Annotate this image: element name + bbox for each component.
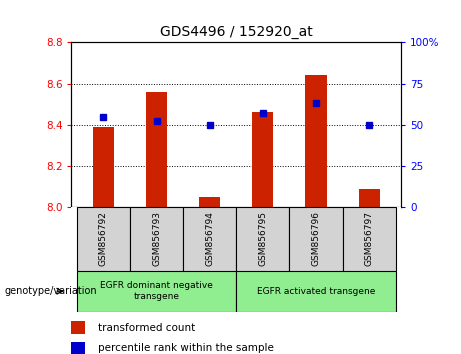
Bar [71, 342, 85, 354]
Text: GSM856794: GSM856794 [205, 211, 214, 267]
Text: GSM856797: GSM856797 [365, 211, 374, 267]
FancyBboxPatch shape [77, 271, 236, 312]
Text: GSM856796: GSM856796 [312, 211, 320, 267]
FancyBboxPatch shape [183, 207, 236, 271]
Text: genotype/variation: genotype/variation [5, 286, 97, 296]
Text: GSM856792: GSM856792 [99, 211, 108, 267]
Text: percentile rank within the sample: percentile rank within the sample [98, 343, 274, 353]
Text: EGFR activated transgene: EGFR activated transgene [257, 287, 375, 296]
Bar [252, 113, 273, 207]
Text: transformed count: transformed count [98, 323, 195, 333]
Bar [71, 321, 85, 334]
Bar [146, 92, 167, 207]
Bar [305, 75, 327, 207]
Text: GSM856795: GSM856795 [258, 211, 267, 267]
Bar [359, 189, 380, 207]
FancyBboxPatch shape [130, 207, 183, 271]
FancyBboxPatch shape [290, 207, 343, 271]
Bar [93, 127, 114, 207]
Bar [199, 197, 220, 207]
FancyBboxPatch shape [77, 207, 130, 271]
Text: GSM856793: GSM856793 [152, 211, 161, 267]
Text: EGFR dominant negative
transgene: EGFR dominant negative transgene [100, 281, 213, 301]
Title: GDS4496 / 152920_at: GDS4496 / 152920_at [160, 25, 313, 39]
FancyBboxPatch shape [236, 271, 396, 312]
FancyBboxPatch shape [343, 207, 396, 271]
FancyBboxPatch shape [236, 207, 290, 271]
